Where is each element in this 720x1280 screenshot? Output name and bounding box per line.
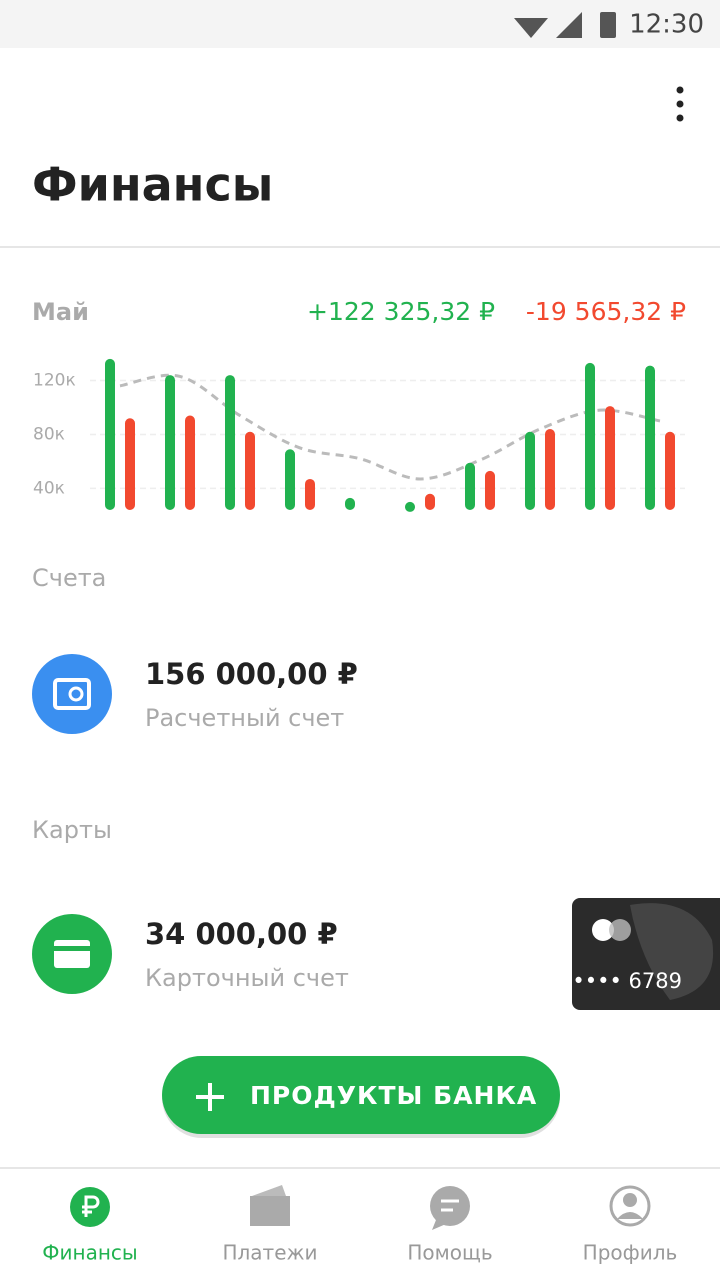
- bar: [345, 497, 355, 510]
- card-glyph: [54, 946, 90, 951]
- ruble-glyph: [82, 1195, 100, 1217]
- fab-products[interactable]: ПРОДУКТЫ БАНКА: [162, 1056, 560, 1138]
- page-title: Финансы: [32, 158, 273, 212]
- clock: 12:30: [629, 10, 704, 40]
- card-amount: 34 000,00 ₽: [145, 917, 338, 951]
- card-row[interactable]: 34 000,00 ₽ Карточный счет •••• 6789: [32, 898, 720, 1010]
- nav-icon: [623, 1193, 637, 1207]
- expense-total: -19 565,32 ₽: [526, 297, 686, 326]
- nav-icon: [252, 1185, 286, 1196]
- y-tick-label: 120к: [33, 370, 76, 390]
- nav-icon: [432, 1220, 446, 1230]
- bar: [645, 365, 655, 510]
- account-label: Расчетный счет: [145, 704, 344, 732]
- battery-icon: [600, 12, 616, 38]
- account-icon: [32, 654, 112, 734]
- nav-label: Профиль: [583, 1241, 678, 1265]
- signal-icon: [556, 12, 582, 38]
- bar: [165, 375, 175, 510]
- safe-icon: [53, 678, 91, 710]
- trend-line: [119, 373, 661, 481]
- chart: 40к 80к 120к: [33, 358, 685, 512]
- section-title: Счета: [32, 564, 106, 592]
- card-label: Карточный счет: [145, 964, 349, 992]
- account-amount: 156 000,00 ₽: [145, 657, 358, 691]
- bar: [305, 478, 315, 510]
- bar: [405, 501, 415, 512]
- fab-label: ПРОДУКТЫ БАНКА: [250, 1081, 537, 1110]
- nav-icon: [430, 1186, 470, 1226]
- bar: [465, 462, 475, 510]
- bar: [605, 406, 615, 510]
- nav-icon: [441, 1199, 459, 1212]
- bar: [425, 493, 435, 510]
- bar: [485, 470, 495, 510]
- nav-help[interactable]: Помощь: [407, 1186, 493, 1265]
- chart-month: Май: [32, 298, 89, 326]
- nav-icon: [617, 1212, 643, 1219]
- bar: [545, 429, 555, 510]
- nav-icon: [609, 1185, 651, 1227]
- bar: [185, 415, 195, 510]
- section-title: Карты: [32, 816, 112, 844]
- fab: [162, 1056, 560, 1134]
- card-glyph: [54, 940, 90, 968]
- nav-label: Помощь: [407, 1241, 492, 1265]
- nav-icon: [250, 1196, 290, 1226]
- account-row[interactable]: 156 000,00 ₽ Расчетный счет: [32, 654, 358, 734]
- income-total: +122 325,32 ₽: [307, 297, 495, 326]
- bar: [125, 418, 135, 510]
- plus-icon: [196, 1083, 224, 1111]
- y-tick-label: 40к: [33, 478, 65, 498]
- bar: [665, 431, 675, 510]
- dot: [676, 86, 684, 94]
- card-number: •••• 6789: [572, 969, 682, 993]
- wifi-icon: [514, 18, 548, 38]
- bar: [285, 449, 295, 510]
- dot: [676, 114, 684, 122]
- nav-finance[interactable]: Финансы: [42, 1187, 138, 1265]
- card-art: [630, 903, 714, 1000]
- card-logo: [592, 919, 614, 941]
- dot: [676, 100, 684, 108]
- nav-label: Финансы: [42, 1241, 137, 1265]
- menu-button[interactable]: [676, 86, 684, 122]
- bar: [105, 358, 115, 510]
- nav-label: Платежи: [222, 1241, 317, 1265]
- card-logo: [609, 919, 631, 941]
- bar: [525, 431, 535, 510]
- y-tick-label: 80к: [33, 424, 65, 444]
- bar: [225, 375, 235, 510]
- nav-payments[interactable]: Платежи: [222, 1185, 318, 1265]
- safe-icon: [68, 686, 84, 702]
- nav-profile[interactable]: Профиль: [583, 1185, 678, 1265]
- bar: [245, 431, 255, 510]
- bar: [585, 362, 595, 510]
